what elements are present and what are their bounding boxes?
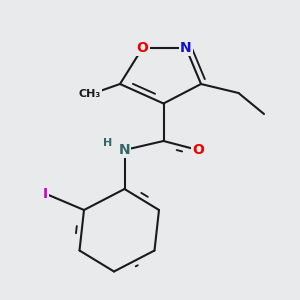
Text: O: O (192, 143, 204, 157)
Text: N: N (119, 143, 130, 157)
Text: N: N (180, 41, 192, 55)
Text: H: H (103, 137, 112, 148)
Text: O: O (136, 41, 148, 55)
Text: I: I (42, 187, 48, 200)
Text: CH₃: CH₃ (79, 89, 101, 100)
